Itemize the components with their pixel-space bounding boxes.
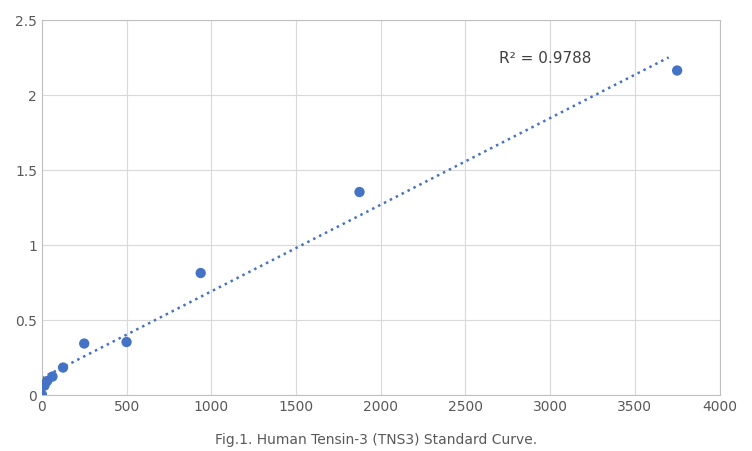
Point (353, 189, 365, 196)
Point (78, 340, 90, 347)
Point (36, 391, 48, 398)
Text: R² = 0.9788: R² = 0.9788 (499, 51, 592, 65)
Point (38, 382, 50, 389)
Point (195, 270, 207, 277)
Point (57, 364, 69, 371)
Point (120, 339, 132, 346)
Point (47, 373, 59, 380)
Point (41, 377, 53, 385)
Point (671, 68, 683, 75)
Text: Fig.1. Human Tensin-3 (TNS3) Standard Curve.: Fig.1. Human Tensin-3 (TNS3) Standard Cu… (215, 433, 537, 446)
